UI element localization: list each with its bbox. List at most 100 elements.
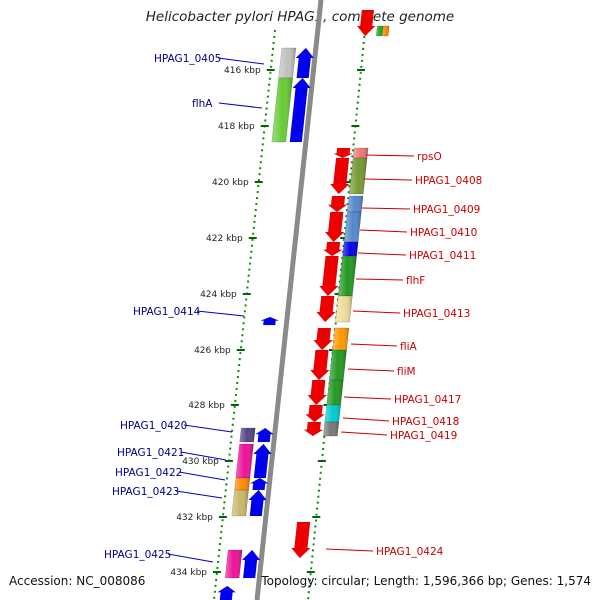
gene-label-hpag1-0410[interactable]: HPAG1_0410 <box>410 227 477 239</box>
class-block-hpag1-0408-shade <box>348 157 368 195</box>
kbp-tick-label: 434 kbp <box>170 568 207 578</box>
kbp-ticks: 416 kbp 418 kbp 420 kbp 422 kbp 424 kbp 426 k… <box>170 66 365 578</box>
gene-arrow-flia[interactable] <box>313 327 334 351</box>
gene-label-hpag1-0420[interactable]: HPAG1_0420 <box>120 420 187 432</box>
gene-arrow-hpag1-0420[interactable] <box>254 427 275 443</box>
gene-label-hpag1-0417[interactable]: HPAG1_0417 <box>394 394 461 406</box>
gene-arrow-hpag1-0417[interactable] <box>307 379 328 406</box>
leader-line <box>342 417 390 422</box>
kbp-tick-label: 416 kbp <box>224 66 261 76</box>
gene-arrow-rpso[interactable] <box>333 147 353 159</box>
gene-arrow-hpag1-0414[interactable] <box>260 316 279 326</box>
class-block-partial-b-shade <box>381 25 390 37</box>
kbp-tick-label: 430 kbp <box>182 457 219 467</box>
class-block-hpag1-0418-shade <box>324 404 341 423</box>
gene-label-hpag1-0424[interactable]: HPAG1_0424 <box>376 546 444 558</box>
leader-line <box>363 178 413 181</box>
gene-arrow-hpag1-0424[interactable] <box>290 521 311 559</box>
gene-arrow-hpag1-0408[interactable] <box>329 157 350 195</box>
class-block-hpag1-0420-shade <box>239 427 256 443</box>
genome-backbone <box>254 0 324 600</box>
leader-line <box>325 548 374 552</box>
gene-label-hpag1-0408[interactable]: HPAG1_0408 <box>415 175 482 187</box>
leader-line <box>175 490 223 499</box>
class-block-flha-shade <box>271 77 293 143</box>
leader-line <box>361 207 411 210</box>
gene-arrow-partial-bottom[interactable] <box>216 585 237 600</box>
genome-summary-text: Topology: circular; Length: 1,596,366 bp… <box>261 574 591 588</box>
gene-label-flia[interactable]: fliA <box>400 341 418 353</box>
gene-arrow-hpag1-0413[interactable] <box>316 295 337 323</box>
gene-arrow-hpag1-0422[interactable] <box>249 477 270 491</box>
gene-arrow-flha[interactable] <box>289 77 312 143</box>
gene-label-hpag1-0425[interactable]: HPAG1_0425 <box>104 549 171 561</box>
gene-label-hpag1-0413[interactable]: HPAG1_0413 <box>403 308 470 320</box>
leader-line <box>350 343 398 347</box>
class-block-hpag1-0413-shade <box>335 295 353 323</box>
class-block-hpag1-0409-shade <box>347 195 364 213</box>
gene-arrow-hpag1-0418[interactable] <box>305 404 326 423</box>
class-block-hpag1-0410-shade <box>343 211 362 243</box>
gene-label-hpag1-0411[interactable]: HPAG1_0411 <box>409 250 476 262</box>
class-block-hpag1-0421-shade <box>235 443 254 479</box>
leader-line <box>359 229 408 233</box>
leader-line <box>178 471 226 481</box>
gene-arrow-hpag1-0425[interactable] <box>241 549 261 579</box>
leader-line <box>347 368 395 372</box>
leader-line <box>217 57 265 65</box>
kbp-tick-label: 420 kbp <box>212 178 249 188</box>
gene-arrow-hpag1-0411[interactable] <box>322 241 344 257</box>
gene-label-hpag1-0405[interactable]: HPAG1_0405 <box>154 53 221 65</box>
class-block-hpag1-0422-shade <box>234 477 251 491</box>
gene-labels: HPAG1_0405 flhA HPAG1_0414 HPAG1_0420 HPAG1_… <box>104 53 482 563</box>
kbp-tick-label: 424 kbp <box>200 290 237 300</box>
leader-line <box>218 102 263 109</box>
gene-label-hpag1-0418[interactable]: HPAG1_0418 <box>392 416 459 428</box>
gene-arrow-flim[interactable] <box>309 349 331 381</box>
kbp-tick-label: 428 kbp <box>188 401 225 411</box>
gene-label-hpag1-0423[interactable]: HPAG1_0423 <box>112 486 179 498</box>
class-block-flhf-shade <box>338 255 357 297</box>
gene-label-flhf[interactable]: flhF <box>406 275 425 287</box>
class-block-flim-shade <box>329 349 347 381</box>
gene-arrow-hpag1-0419[interactable] <box>303 421 324 437</box>
gene-label-hpag1-0419[interactable]: HPAG1_0419 <box>390 430 457 442</box>
class-block-hpag1-0423-shade <box>231 489 249 517</box>
gene-label-hpag1-0409[interactable]: HPAG1_0409 <box>413 204 480 216</box>
leader-line <box>340 431 388 436</box>
kbp-tick-label: 426 kbp <box>194 346 231 356</box>
gene-arrow-partial-top[interactable] <box>356 9 376 37</box>
leader-line <box>357 252 407 256</box>
class-block-hpag1-0419-shade <box>323 421 340 437</box>
class-block-rpso-shade <box>352 147 369 159</box>
gene-label-hpag1-0414[interactable]: HPAG1_0414 <box>133 306 201 318</box>
leader-line <box>167 553 214 563</box>
kbp-tick-label: 418 kbp <box>218 122 255 132</box>
gene-arrow-hpag1-0409[interactable] <box>327 195 348 213</box>
gene-arrow-hpag1-0410[interactable] <box>324 211 345 243</box>
gene-arrow-hpag1-0423[interactable] <box>247 489 268 517</box>
leader-line <box>365 154 415 157</box>
accession-text: Accession: NC_008086 <box>9 574 146 588</box>
class-block-hpag1-0425-shade <box>224 549 243 579</box>
class-block-hpag1-0417-shade <box>326 379 344 406</box>
map-title: Helicobacter pylori HPAG1, complete geno… <box>145 9 455 25</box>
leader-line <box>355 278 404 281</box>
leader-line <box>180 451 227 461</box>
gene-label-flim[interactable]: fliM <box>397 366 416 378</box>
leader-line <box>343 396 392 400</box>
kbp-tick-label: 422 kbp <box>206 234 243 244</box>
gene-features <box>216 9 390 600</box>
class-block-hpag1-0411-shade <box>342 241 359 257</box>
gene-arrow-flhf[interactable] <box>318 255 340 297</box>
gene-label-flha[interactable]: flhA <box>192 98 213 110</box>
class-block-hpag1-0405-shade <box>278 47 297 79</box>
leader-line <box>183 424 233 433</box>
gene-label-hpag1-0422[interactable]: HPAG1_0422 <box>115 467 182 479</box>
gene-label-rpso[interactable]: rpsO <box>417 151 442 163</box>
class-block-flia-shade <box>332 327 350 351</box>
leader-line <box>196 310 245 317</box>
kbp-tick-label: 432 kbp <box>176 513 213 523</box>
gene-label-hpag1-0421[interactable]: HPAG1_0421 <box>117 447 184 459</box>
